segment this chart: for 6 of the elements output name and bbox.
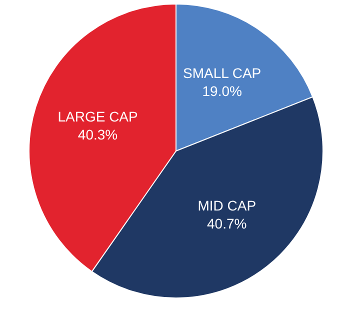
slice-label: SMALL CAP — [183, 65, 262, 82]
data-label: 40.7% — [207, 215, 247, 232]
slice-label: LARGE CAP — [58, 108, 138, 124]
slice-label: MID CAP — [198, 197, 256, 214]
data-label: 19.0% — [202, 83, 242, 100]
data-label: 40.3% — [78, 126, 118, 142]
